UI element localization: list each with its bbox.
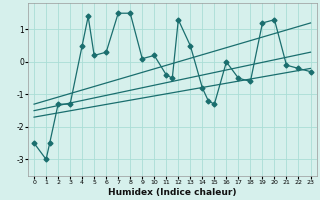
X-axis label: Humidex (Indice chaleur): Humidex (Indice chaleur) xyxy=(108,188,236,197)
